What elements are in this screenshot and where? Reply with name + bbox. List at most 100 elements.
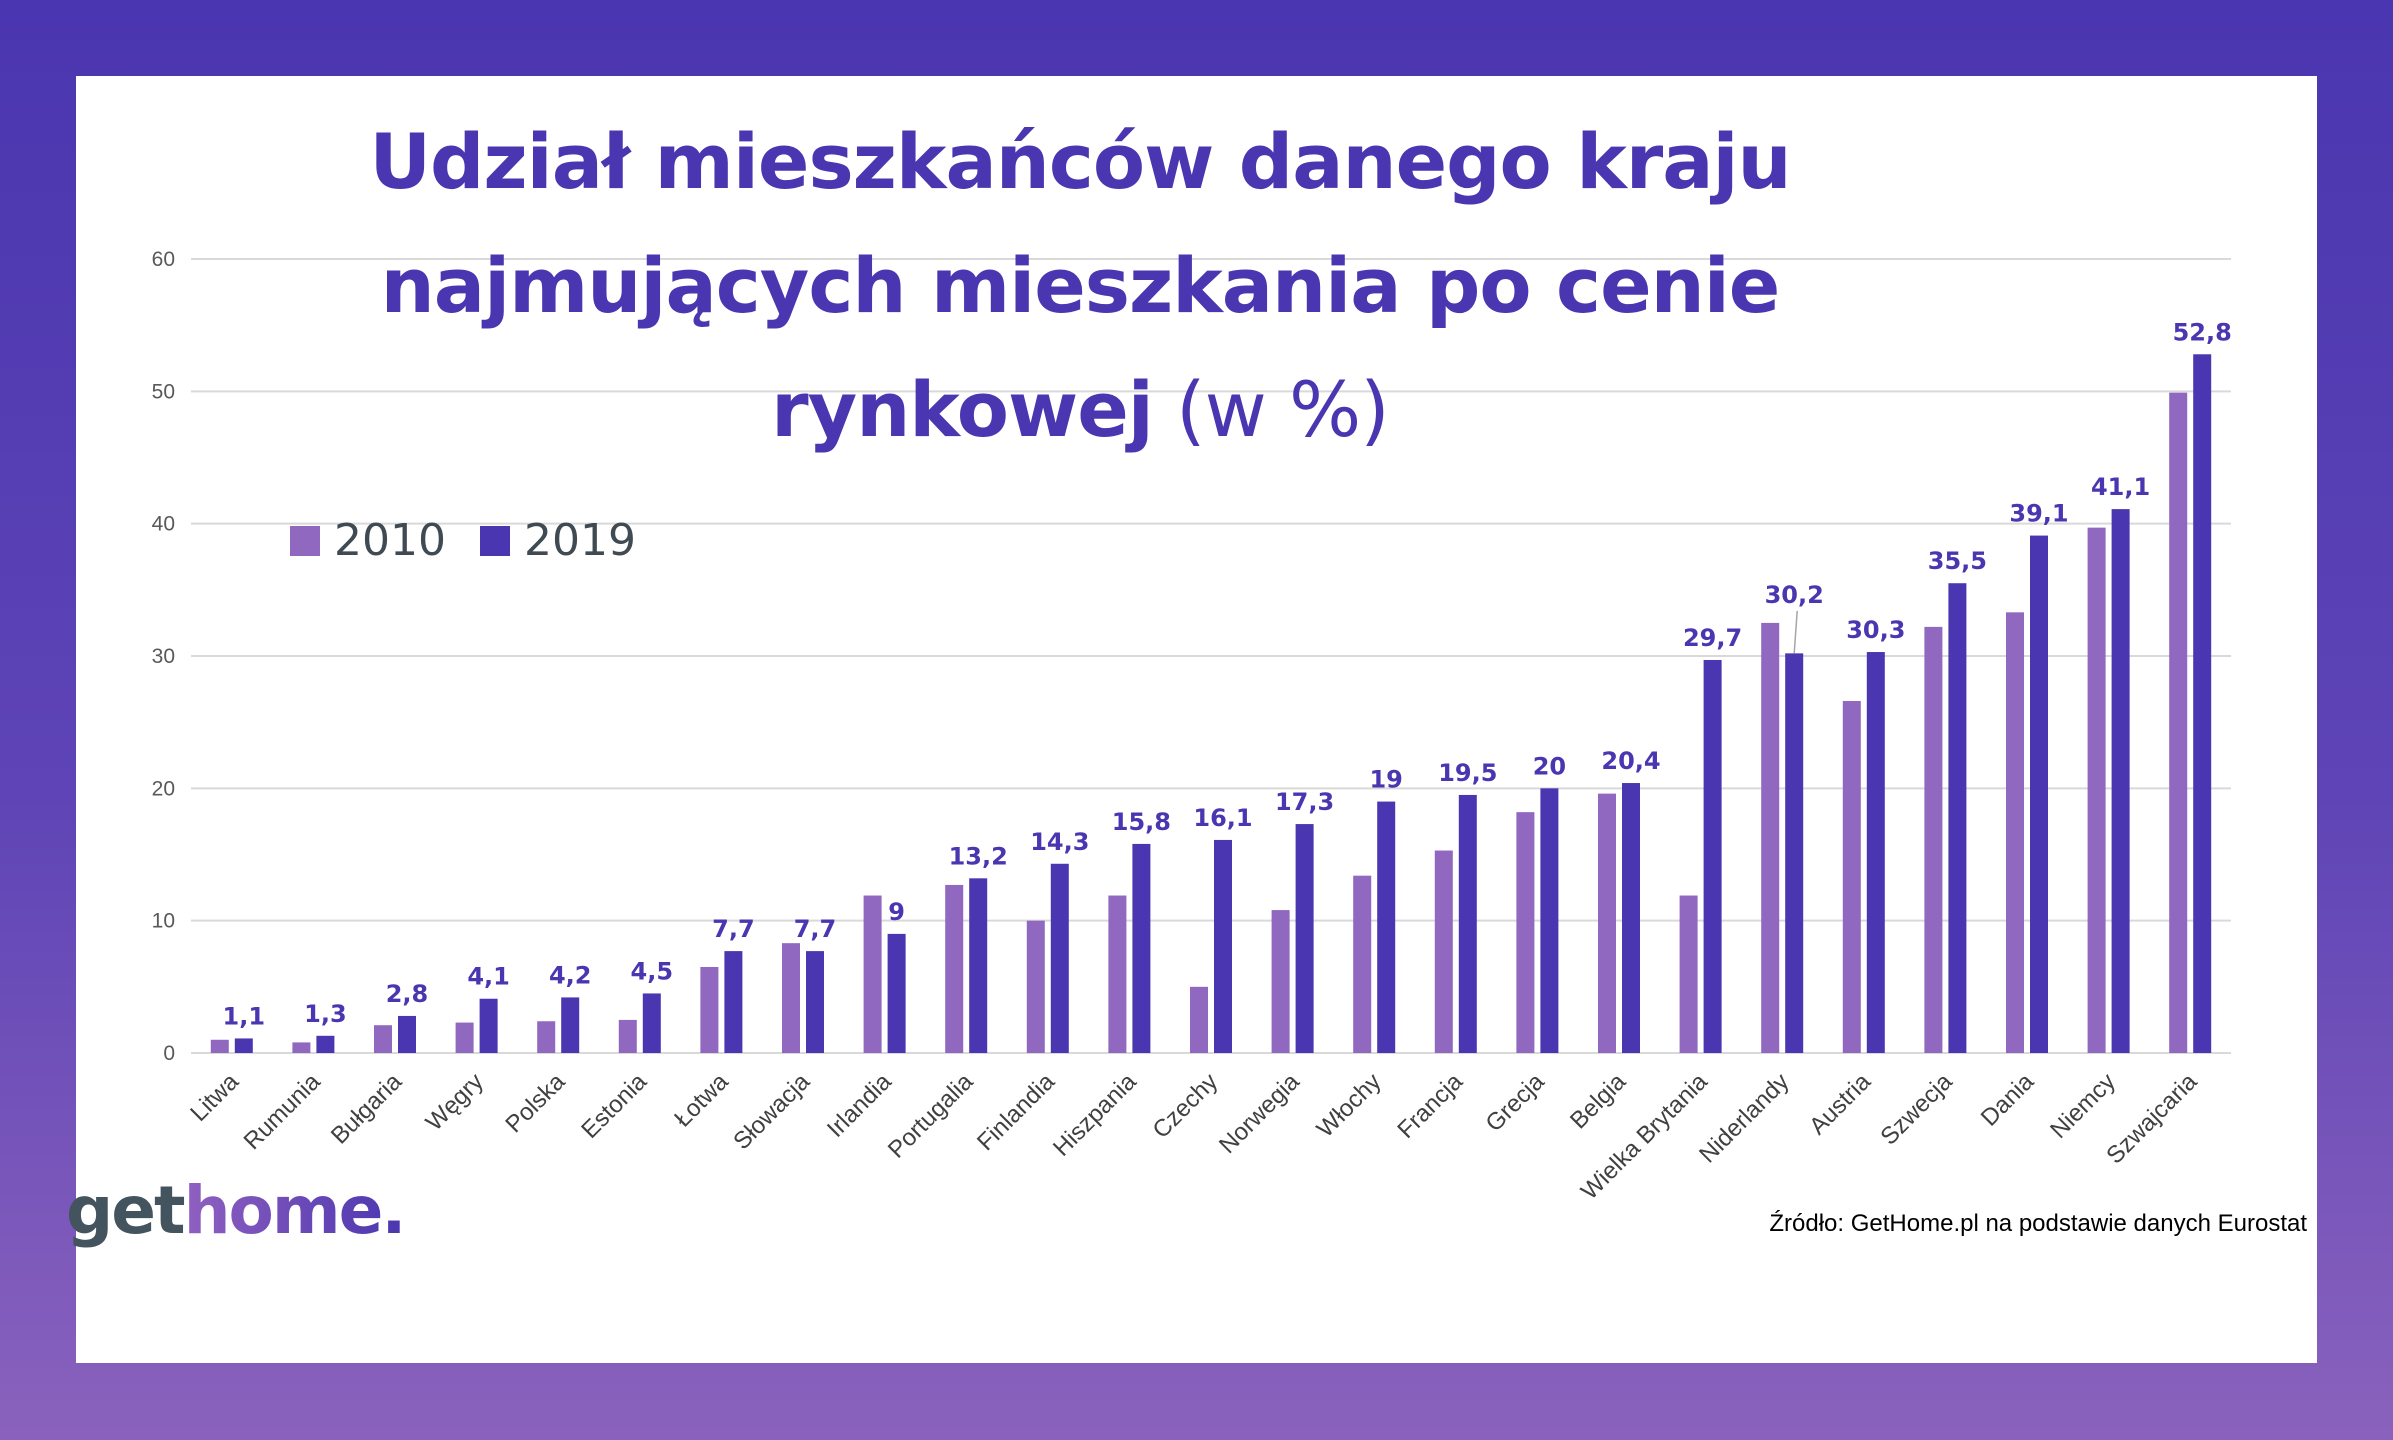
bar-2010 — [1434, 850, 1453, 1053]
bar-2010 — [1271, 910, 1290, 1053]
data-label: 17,3 — [1275, 788, 1334, 816]
data-label: 9 — [888, 898, 905, 926]
bar-2010 — [1761, 622, 1780, 1053]
bar-2010 — [1679, 895, 1698, 1053]
chart-title: Udział mieszkańców danego kraju najmując… — [180, 100, 1980, 472]
legend: 2010 2019 — [290, 515, 656, 566]
data-label: 1,3 — [304, 1000, 347, 1028]
y-tick-label: 10 — [152, 910, 175, 933]
bar-2019 — [1703, 659, 1722, 1053]
bar-2019 — [1622, 783, 1640, 1053]
title-line-3: rynkowej — [771, 365, 1154, 454]
bar-2019 — [1866, 652, 1885, 1053]
x-tick-label: Estonia — [576, 1068, 652, 1144]
data-label: 4,2 — [549, 961, 592, 989]
x-tick-label: Łotwa — [669, 1068, 734, 1133]
x-tick-label: Niemcy — [2045, 1068, 2121, 1144]
bar-2019 — [969, 878, 988, 1053]
bar-2019 — [2193, 354, 2212, 1053]
x-tick-label: Polska — [500, 1068, 570, 1138]
x-tick-label: Belgia — [1565, 1068, 1632, 1135]
data-label: 13,2 — [949, 842, 1008, 870]
data-label-leader — [1793, 610, 1798, 654]
legend-label-2010: 2010 — [334, 515, 446, 566]
data-label: 7,7 — [712, 915, 755, 943]
data-label: 41,1 — [2091, 473, 2150, 501]
y-tick-label: 50 — [152, 380, 175, 403]
bar-2010 — [2169, 392, 2188, 1053]
x-tick-label: Włochy — [1312, 1068, 1387, 1143]
data-label: 20,4 — [1601, 747, 1660, 775]
bar-2019 — [1050, 863, 1069, 1053]
x-tick-label: Portugalia — [883, 1068, 979, 1164]
bar-2010 — [1353, 875, 1372, 1053]
bar-2019 — [1948, 583, 1967, 1053]
data-label: 20 — [1533, 752, 1566, 780]
title-line-2: najmujących mieszkania po cenie — [380, 241, 1781, 330]
bar-2019 — [479, 998, 498, 1053]
bar-2019 — [316, 1035, 335, 1053]
source-note: Źródło: GetHome.pl na podstawie danych E… — [1769, 1210, 2307, 1237]
data-label: 35,5 — [1928, 547, 1987, 575]
bar-2010 — [1516, 812, 1535, 1053]
legend-label-2019: 2019 — [523, 515, 636, 566]
bar-2019 — [1458, 794, 1477, 1053]
bar-2019 — [234, 1038, 253, 1053]
x-tick-label: Bułgaria — [326, 1068, 408, 1150]
x-tick-label: Słowacja — [728, 1068, 815, 1155]
bar-2019 — [724, 951, 743, 1053]
data-label: 16,1 — [1193, 804, 1252, 832]
bar-2019 — [1132, 843, 1151, 1053]
data-label: 30,2 — [1765, 581, 1824, 609]
bar-2010 — [782, 943, 800, 1053]
bar-2010 — [1190, 986, 1208, 1053]
x-tick-label: Dania — [1976, 1068, 2040, 1132]
bar-2019 — [1295, 824, 1314, 1053]
x-tick-label: Niderlandy — [1694, 1068, 1794, 1168]
data-label: 19 — [1369, 766, 1402, 794]
bar-2019 — [1785, 653, 1804, 1053]
bar-2010 — [374, 1025, 392, 1053]
bar-2010 — [292, 1042, 311, 1053]
data-label: 14,3 — [1030, 828, 1089, 856]
y-tick-label: 60 — [152, 248, 175, 271]
bar-2010 — [1598, 793, 1616, 1053]
legend-item-2010: 2010 — [290, 515, 446, 566]
data-label: 4,1 — [467, 963, 510, 991]
data-label: 1,1 — [223, 1002, 266, 1030]
chart-panel — [76, 76, 2317, 1363]
bar-2010 — [210, 1039, 229, 1053]
gethome-logo: gethome. — [66, 1172, 406, 1249]
bar-2010 — [1924, 626, 1943, 1053]
data-label: 7,7 — [794, 915, 837, 943]
bar-2019 — [561, 997, 580, 1053]
bar-2010 — [1108, 895, 1127, 1053]
data-label: 19,5 — [1438, 759, 1497, 787]
bar-2010 — [618, 1019, 637, 1053]
title-line-1: Udział mieszkańców danego kraju — [369, 117, 1791, 206]
bar-2019 — [1377, 801, 1396, 1053]
bar-2019 — [2111, 509, 2130, 1053]
bar-2010 — [455, 1022, 474, 1053]
bar-2019 — [887, 933, 906, 1053]
x-tick-label: Rumunia — [239, 1068, 326, 1155]
x-tick-label: Litwa — [185, 1068, 244, 1127]
x-tick-label: Czechy — [1148, 1068, 1224, 1144]
x-tick-label: Austria — [1804, 1068, 1876, 1140]
data-label: 2,8 — [386, 980, 429, 1008]
bar-2010 — [2006, 612, 2024, 1053]
legend-swatch-2019 — [479, 525, 510, 556]
y-tick-label: 40 — [152, 513, 175, 536]
x-tick-label: Norwegia — [1214, 1068, 1305, 1159]
data-label: 29,7 — [1683, 624, 1742, 652]
bar-2019 — [2030, 535, 2048, 1053]
bar-2010 — [863, 895, 882, 1053]
bar-2010 — [1026, 920, 1045, 1053]
bar-2010 — [1842, 700, 1861, 1053]
bar-2010 — [945, 884, 964, 1053]
y-tick-label: 30 — [152, 645, 175, 668]
data-label: 4,5 — [631, 957, 674, 985]
x-tick-label: Grecja — [1481, 1068, 1551, 1138]
x-tick-label: Węgry — [421, 1068, 489, 1136]
